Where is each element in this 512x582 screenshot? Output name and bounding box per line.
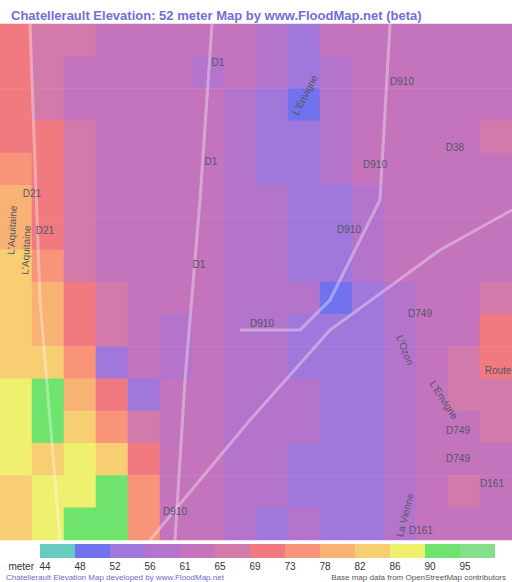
svg-text:61: 61 — [179, 561, 191, 572]
svg-text:Base map data from OpenStreetM: Base map data from OpenStreetMap contrib… — [331, 573, 506, 582]
svg-text:90: 90 — [424, 561, 436, 572]
svg-text:Chatellerault Elevation Map de: Chatellerault Elevation Map developed by… — [6, 573, 225, 582]
svg-text:D161: D161 — [480, 478, 504, 489]
svg-text:Chatellerault Elevation: 52 me: Chatellerault Elevation: 52 meter Map by… — [11, 8, 422, 23]
svg-text:D749: D749 — [446, 425, 470, 436]
svg-text:65: 65 — [214, 561, 226, 572]
svg-text:D161: D161 — [409, 525, 433, 536]
svg-text:D21: D21 — [36, 225, 55, 236]
svg-text:52: 52 — [109, 561, 121, 572]
svg-text:D910: D910 — [250, 318, 274, 329]
svg-text:D749: D749 — [446, 453, 470, 464]
svg-text:82: 82 — [354, 561, 366, 572]
svg-text:L'Envigne: L'Envigne — [290, 73, 320, 117]
svg-text:48: 48 — [74, 561, 86, 572]
svg-text:L'Ozon: L'Ozon — [394, 333, 416, 366]
svg-text:D1: D1 — [205, 156, 218, 167]
svg-text:86: 86 — [389, 561, 401, 572]
svg-text:D910: D910 — [390, 76, 414, 87]
svg-text:meter: meter — [8, 561, 34, 572]
svg-text:D1: D1 — [212, 57, 225, 68]
svg-text:D910: D910 — [163, 506, 187, 517]
svg-text:La Vienne: La Vienne — [394, 492, 416, 539]
svg-text:D38: D38 — [446, 142, 465, 153]
svg-text:Route: Route — [485, 365, 512, 376]
svg-text:L'Envigne: L'Envigne — [428, 379, 461, 422]
svg-text:L'Aquitaine: L'Aquitaine — [5, 205, 18, 255]
svg-text:D21: D21 — [23, 188, 42, 199]
svg-text:56: 56 — [144, 561, 156, 572]
svg-text:73: 73 — [284, 561, 296, 572]
svg-text:44: 44 — [39, 561, 51, 572]
svg-text:78: 78 — [319, 561, 331, 572]
svg-text:95: 95 — [459, 561, 471, 572]
svg-text:D910: D910 — [337, 224, 361, 235]
svg-text:D910: D910 — [363, 159, 387, 170]
svg-text:D749: D749 — [408, 308, 432, 319]
svg-text:69: 69 — [249, 561, 261, 572]
svg-text:D1: D1 — [193, 259, 206, 270]
svg-text:L'Aquitaine: L'Aquitaine — [19, 225, 32, 275]
